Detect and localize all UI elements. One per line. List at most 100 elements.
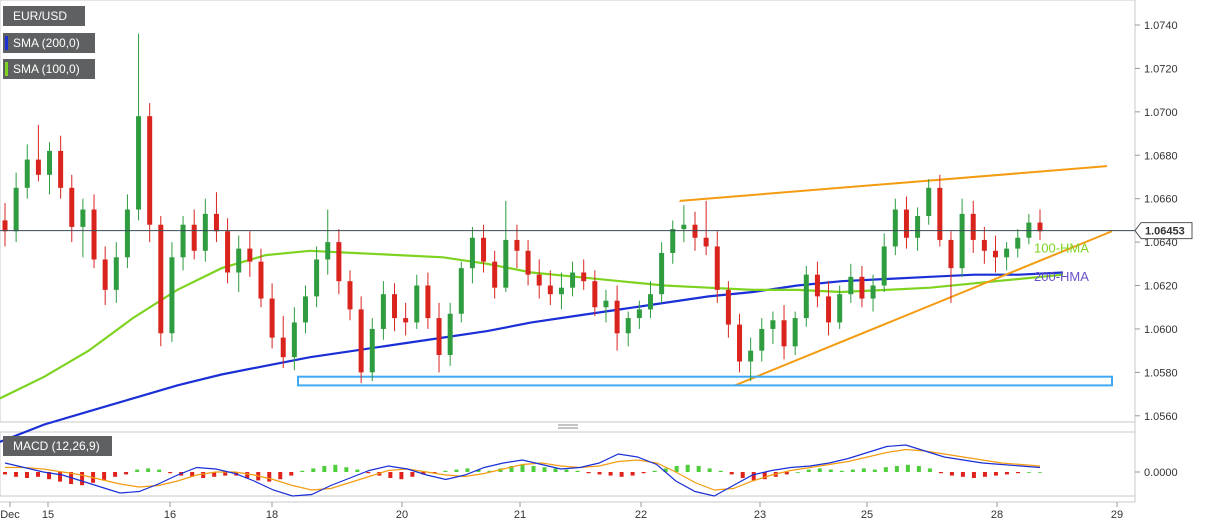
candle-body bbox=[436, 318, 442, 355]
macd-histogram-bar bbox=[58, 472, 63, 482]
price-tick-label: 1.0580 bbox=[1144, 367, 1178, 379]
price-axis: 1.0740 1.0720 1.0700 1.0680 1.0660 1.0640 1.06… bbox=[1135, 20, 1178, 423]
legend-sma100-label: SMA (100,0) bbox=[13, 62, 80, 76]
legend-symbol[interactable]: EUR/USD bbox=[3, 6, 85, 26]
macd-histogram-bar bbox=[553, 468, 558, 472]
candle-body bbox=[291, 322, 297, 358]
candle-body bbox=[781, 320, 787, 347]
candle-body bbox=[124, 209, 130, 258]
macd-histogram-bar bbox=[520, 464, 525, 472]
candle-body bbox=[647, 294, 653, 310]
macd-histogram-bar bbox=[245, 472, 250, 478]
macd-histogram-bar bbox=[465, 468, 470, 472]
candle-body bbox=[725, 289, 731, 325]
macd-histogram-bar bbox=[608, 472, 613, 476]
price-tick-label: 1.0720 bbox=[1144, 63, 1178, 75]
candle-body bbox=[113, 257, 119, 290]
candle-body bbox=[659, 252, 665, 295]
macd-histogram-bar bbox=[410, 472, 415, 477]
macd-histogram-bar bbox=[795, 472, 800, 473]
panel-resize-handle[interactable] bbox=[558, 424, 578, 429]
time-tick-label: 25 bbox=[861, 509, 873, 521]
last-price-tag bbox=[1134, 222, 1193, 240]
macd-histogram-bar bbox=[630, 472, 635, 476]
candle-body bbox=[859, 276, 865, 299]
macd-histogram-bar bbox=[696, 466, 701, 472]
macd-histogram-bar bbox=[872, 469, 877, 472]
time-tick-label: Dec bbox=[0, 509, 20, 521]
candle-body bbox=[347, 281, 353, 310]
time-tick-label: 21 bbox=[514, 509, 526, 521]
candle-body bbox=[69, 187, 75, 227]
candle-body bbox=[948, 239, 954, 269]
candlestick-series bbox=[2, 33, 1043, 384]
candle-body bbox=[737, 324, 743, 362]
macd-histogram-bar bbox=[443, 470, 448, 472]
time-tick-label: 18 bbox=[266, 509, 278, 521]
time-tick-label: 23 bbox=[754, 509, 766, 521]
macd-histogram-bar bbox=[883, 467, 888, 472]
macd-indicator bbox=[3, 444, 1042, 497]
last-price-value: 1.06453 bbox=[1145, 226, 1185, 238]
macd-histogram-bar bbox=[597, 472, 602, 475]
legend-sma100[interactable]: SMA (100,0) bbox=[3, 59, 95, 79]
candle-body bbox=[380, 294, 386, 329]
macd-histogram-bar bbox=[80, 472, 85, 486]
legend-sma200[interactable]: SMA (200,0) bbox=[3, 33, 95, 53]
macd-histogram-bar bbox=[740, 472, 745, 478]
candle-body bbox=[425, 285, 431, 319]
macd-histogram-bar bbox=[993, 472, 998, 476]
candle-body bbox=[213, 213, 219, 232]
macd-histogram-bar bbox=[685, 464, 690, 472]
macd-histogram-bar bbox=[894, 466, 899, 472]
candle-body bbox=[837, 294, 843, 323]
candle-body bbox=[848, 276, 854, 295]
candle-body bbox=[369, 328, 375, 373]
macd-histogram-bar bbox=[938, 472, 943, 474]
candle-body bbox=[202, 213, 208, 251]
macd-histogram-bar bbox=[641, 472, 646, 474]
candle-body bbox=[314, 259, 320, 297]
candle-body bbox=[536, 274, 542, 286]
support-zone-box bbox=[297, 375, 1113, 387]
candle-body bbox=[481, 237, 487, 262]
macd-histogram-bar bbox=[707, 468, 712, 472]
macd-histogram-bar bbox=[916, 466, 921, 472]
chart-annotations bbox=[297, 165, 1113, 387]
macd-histogram-bar bbox=[124, 472, 129, 475]
label-100-hma: 100-HMA bbox=[1034, 241, 1089, 256]
candle-body bbox=[414, 285, 420, 323]
candle-body bbox=[80, 209, 86, 227]
macd-histogram-bar bbox=[311, 468, 316, 472]
macd-histogram-bar bbox=[476, 469, 481, 472]
macd-histogram-bar bbox=[542, 467, 547, 472]
macd-panel-frame bbox=[0, 431, 1136, 497]
legend-macd[interactable]: MACD (12,26,9) bbox=[3, 436, 112, 456]
macd-histogram-bar bbox=[806, 469, 811, 472]
time-tick-label: 22 bbox=[635, 509, 647, 521]
macd-histogram-bar bbox=[223, 472, 228, 476]
candle-body bbox=[358, 309, 364, 373]
macd-histogram-bar bbox=[47, 472, 52, 480]
time-tick-label: 20 bbox=[396, 509, 408, 521]
price-tick-label: 1.0740 bbox=[1144, 20, 1178, 32]
macd-histogram-bar bbox=[718, 470, 723, 472]
macd-histogram-bar bbox=[3, 472, 7, 475]
price-tick-label: 1.0700 bbox=[1144, 107, 1178, 119]
candle-body bbox=[692, 224, 698, 238]
candle-body bbox=[525, 250, 531, 275]
candle-body bbox=[514, 239, 520, 251]
macd-swatch bbox=[5, 439, 8, 453]
sma100-swatch bbox=[5, 62, 8, 76]
candle-body bbox=[714, 246, 720, 290]
macd-histogram-bar bbox=[751, 472, 756, 481]
macd-histogram-bar bbox=[135, 469, 140, 472]
time-tick-label: 16 bbox=[164, 509, 176, 521]
macd-histogram-bar bbox=[927, 468, 932, 472]
candle-body bbox=[236, 248, 242, 273]
macd-histogram-bar bbox=[289, 472, 294, 476]
macd-histogram-bar bbox=[619, 472, 624, 477]
macd-histogram-bar bbox=[1004, 472, 1009, 475]
candle-body bbox=[269, 298, 275, 338]
